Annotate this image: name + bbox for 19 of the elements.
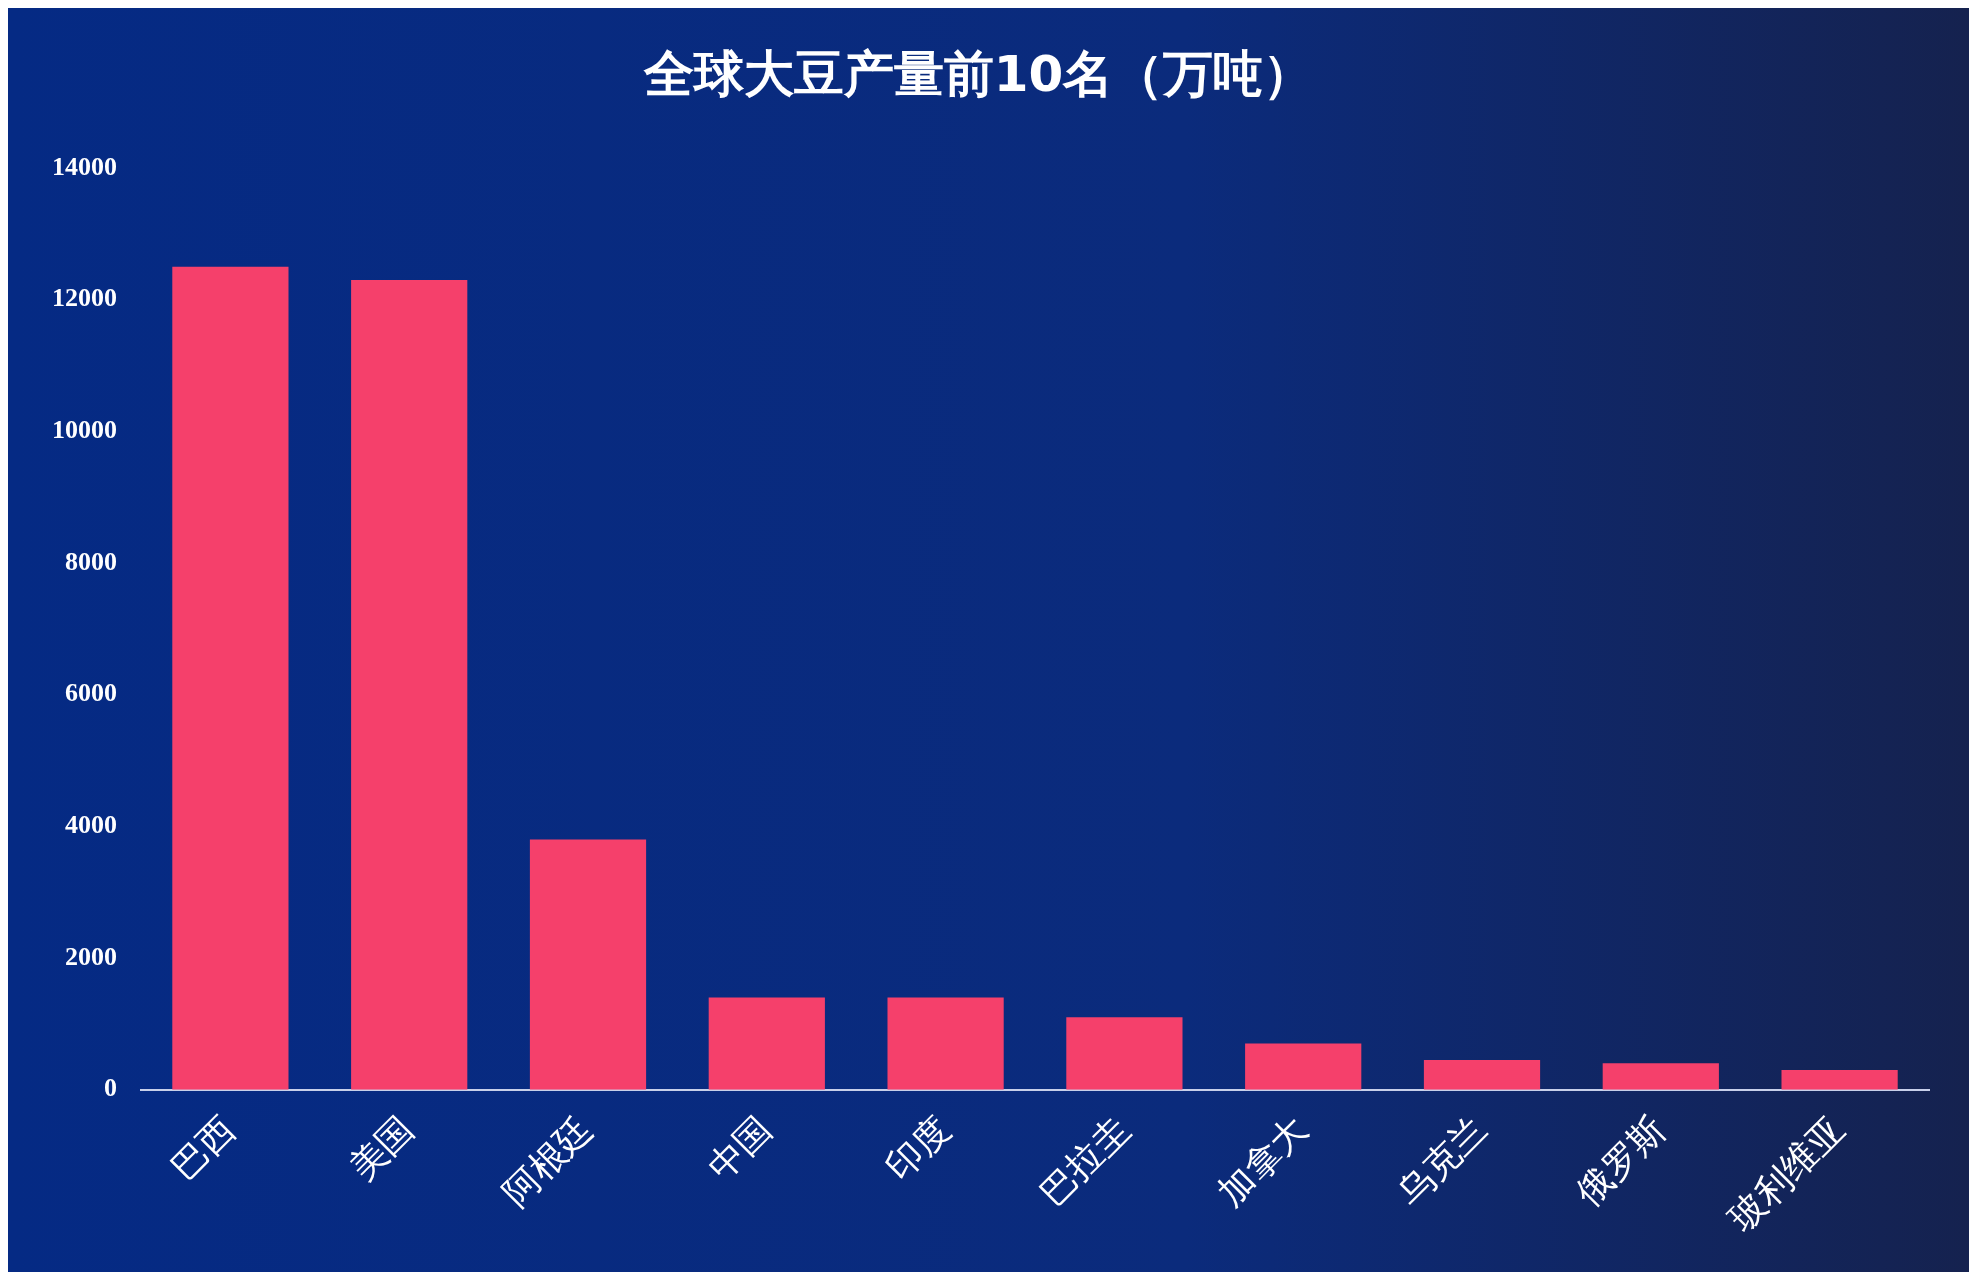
- y-tick-label: 2000: [65, 941, 117, 971]
- x-tick-label: 阿根廷: [494, 1108, 601, 1214]
- y-tick-label: 14000: [52, 151, 117, 181]
- y-tick-label: 0: [104, 1073, 117, 1103]
- x-tick-label: 乌克兰: [1388, 1108, 1495, 1214]
- y-tick-label: 4000: [65, 810, 117, 840]
- x-tick-label: 巴西: [162, 1108, 243, 1189]
- chart-title: 全球大豆产量前10名（万吨）: [642, 44, 1314, 103]
- x-tick-label: 俄罗斯: [1567, 1108, 1674, 1214]
- x-tick-label: 美国: [341, 1108, 422, 1189]
- y-tick-label: 6000: [65, 678, 117, 708]
- x-tick-label: 印度: [877, 1108, 958, 1189]
- y-tick-label: 8000: [65, 546, 117, 576]
- y-tick-label: 10000: [52, 415, 117, 445]
- x-tick-label: 加拿大: [1210, 1108, 1316, 1214]
- x-tick-label: 巴拉圭: [1031, 1108, 1137, 1214]
- x-tick-label: 玻利维亚: [1721, 1108, 1852, 1239]
- y-tick-label: 12000: [52, 283, 117, 313]
- x-tick-label: 中国: [699, 1108, 780, 1189]
